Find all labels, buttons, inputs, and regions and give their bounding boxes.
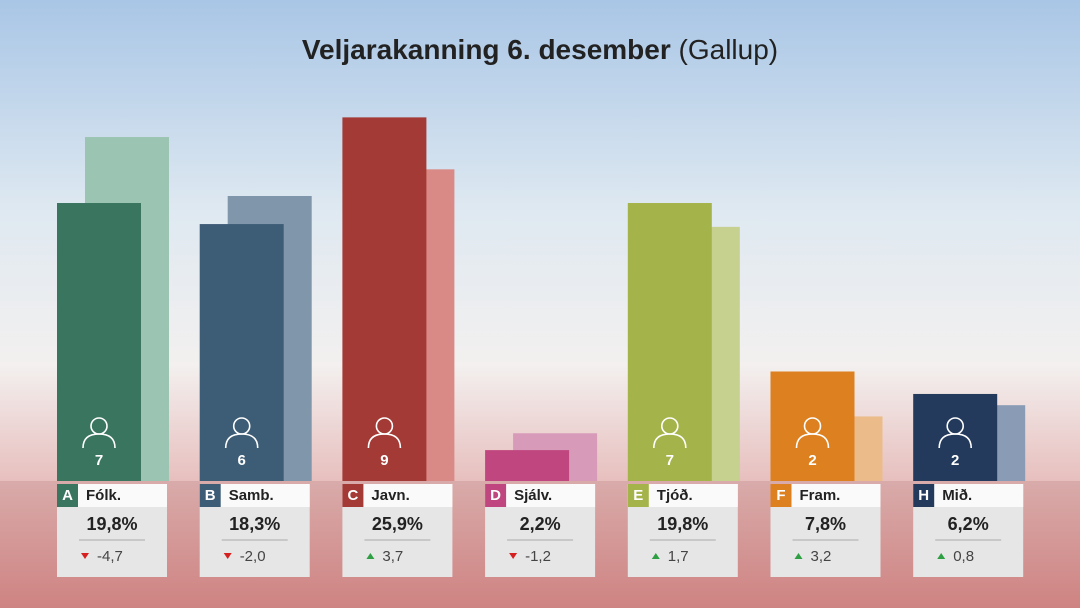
bar <box>770 371 855 481</box>
seat-icon <box>653 433 687 449</box>
letter-box <box>770 484 792 507</box>
value-label: 6,2% <box>948 514 989 534</box>
party-name: Sjálv. <box>514 487 552 504</box>
label-row <box>627 484 738 507</box>
party-letter: A <box>62 487 73 504</box>
seat-icon <box>82 433 116 449</box>
letter-box <box>342 484 364 507</box>
title-main: Veljarakanning 6. desember <box>302 34 671 65</box>
party-name: Fram. <box>800 487 841 504</box>
change-label: -4,7 <box>97 548 123 565</box>
change-arrow <box>509 553 518 559</box>
label-row <box>342 484 453 507</box>
label-row <box>913 484 1024 507</box>
party-letter: C <box>347 487 358 504</box>
seat-icon <box>795 433 830 449</box>
title: Veljarakanning 6. desember (Gallup) <box>302 34 778 65</box>
bar <box>913 393 998 481</box>
seat-icon <box>938 433 972 449</box>
value-label: 18,3% <box>229 514 280 534</box>
party-name: Tjóð. <box>657 487 693 504</box>
party-letter: E <box>633 487 643 504</box>
value-label: 19,8% <box>86 514 137 534</box>
bar <box>627 203 712 481</box>
party-letter: D <box>490 487 501 504</box>
change-label: 1,7 <box>668 548 689 565</box>
label-row <box>770 484 881 507</box>
value-label: 19,8% <box>657 514 708 534</box>
party-letter: H <box>918 487 929 504</box>
label-row <box>485 484 596 507</box>
change-arrow <box>651 553 660 559</box>
seat-count: 7 <box>95 452 103 469</box>
change-arrow <box>794 553 803 559</box>
seat-icon <box>224 433 259 449</box>
seat-count: 2 <box>951 452 959 469</box>
bar <box>342 117 427 482</box>
party-letter: F <box>776 487 785 504</box>
subtitle: (Gallup) <box>679 34 779 65</box>
seat-count: 9 <box>380 452 388 469</box>
party-letter: B <box>205 487 216 504</box>
party-name: Fólk. <box>86 487 121 504</box>
value-label: 7,8% <box>805 514 846 534</box>
letter-box <box>485 484 507 507</box>
label-row <box>199 484 310 507</box>
party-name: Javn. <box>371 487 409 504</box>
seat-icon <box>367 433 402 449</box>
seat-count: 2 <box>808 452 816 469</box>
change-label: -1,2 <box>525 548 551 565</box>
seat-count: 6 <box>238 452 246 469</box>
change-label: 0,8 <box>953 548 974 565</box>
party-name: Mið. <box>942 487 972 504</box>
value-label: 25,9% <box>372 514 423 534</box>
party-name: Samb. <box>229 487 274 504</box>
change-label: 3,2 <box>811 548 832 565</box>
letter-box <box>627 484 649 507</box>
letter-box <box>913 484 935 507</box>
change-arrow <box>366 553 375 559</box>
letter-box <box>57 484 78 507</box>
bar <box>485 450 570 481</box>
value-label: 2,2% <box>520 514 561 534</box>
change-label: -2,0 <box>240 548 266 565</box>
bar <box>199 224 284 482</box>
seat-count: 7 <box>666 452 674 469</box>
change-label: 3,7 <box>382 548 403 565</box>
change-arrow <box>937 553 946 559</box>
label-row <box>57 484 167 507</box>
bar <box>57 203 141 481</box>
change-arrow <box>81 553 89 559</box>
change-arrow <box>223 553 232 559</box>
letter-box <box>199 484 221 507</box>
